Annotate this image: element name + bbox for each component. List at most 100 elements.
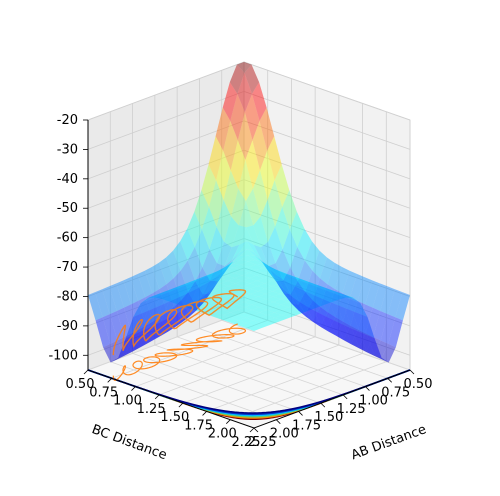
surface-patch	[167, 322, 182, 331]
surface-patch	[198, 283, 214, 289]
surface-patch	[302, 294, 317, 300]
surface-patch	[233, 259, 249, 265]
surface-patch	[343, 339, 359, 349]
surface-patch	[260, 199, 276, 242]
surface-patch	[170, 294, 186, 300]
surface-patch	[173, 241, 188, 271]
surface-patch	[194, 229, 210, 268]
surface-patch	[196, 280, 212, 302]
surface-patch	[295, 296, 310, 302]
surface-patch	[229, 64, 245, 94]
surface-patch	[175, 283, 191, 299]
surface-patch	[144, 267, 160, 294]
surface-patch	[302, 299, 318, 305]
surface-patch	[314, 310, 329, 332]
x-tick-mark	[409, 369, 415, 375]
surface-patch	[321, 327, 336, 336]
surface-patch	[173, 270, 189, 301]
surface-patch	[372, 283, 388, 311]
surface-patch	[330, 289, 346, 298]
surface-patch	[281, 301, 296, 308]
surface-patch	[170, 289, 185, 295]
surface-patch	[331, 292, 346, 296]
surface-patch	[160, 327, 175, 336]
surface-patch	[300, 281, 316, 285]
surface-patch	[184, 284, 199, 289]
surface-patch	[273, 294, 288, 300]
surface-patch	[297, 228, 312, 261]
surface-patch	[374, 354, 389, 363]
surface-patch	[298, 310, 314, 321]
surface-patch	[230, 93, 245, 141]
surface-patch	[336, 335, 351, 345]
surface-patch	[161, 289, 177, 306]
surface-patch	[166, 278, 182, 307]
x-tick-mark	[342, 394, 348, 400]
surface-patch	[201, 164, 217, 207]
surface-patch	[191, 286, 207, 292]
surface-patch	[218, 261, 233, 276]
surface-patch	[366, 336, 381, 356]
surface-patch	[245, 315, 261, 321]
grid-line	[221, 319, 388, 379]
surface-patch	[204, 270, 219, 285]
surface-patch	[209, 263, 225, 282]
surface-patch	[387, 289, 403, 318]
surface-patch	[231, 320, 246, 326]
surface-patch	[296, 307, 311, 313]
surface-patch	[290, 281, 306, 305]
z-tick-label: -50	[57, 201, 78, 216]
surface-patch	[233, 255, 248, 262]
x-axis-label: AB Distance	[349, 422, 428, 463]
x-tick-label: 1.25	[337, 402, 366, 417]
surface-patch	[256, 272, 272, 279]
surface-patch	[310, 301, 325, 308]
y-tick-label: 0.75	[89, 385, 118, 400]
grid-line	[182, 344, 339, 404]
surface-patch	[137, 270, 153, 298]
surface-patch	[180, 228, 195, 261]
surface-patch	[102, 286, 117, 315]
surface-patch	[132, 311, 148, 336]
surface-patch	[219, 267, 234, 271]
surface-patch	[124, 333, 139, 352]
surface-patch	[212, 270, 227, 274]
surface-patch	[335, 321, 351, 340]
surface-patch	[95, 317, 111, 348]
surface-patch	[248, 264, 264, 271]
surface-patch	[178, 296, 193, 302]
surface-patch	[395, 292, 410, 321]
surface-patch	[260, 241, 276, 266]
surface-patch	[102, 314, 118, 344]
z-tick-label: -90	[57, 319, 78, 334]
surface-patch	[345, 295, 361, 304]
surface-patch	[228, 283, 243, 289]
surface-patch	[257, 278, 272, 284]
surface-patch	[241, 272, 257, 279]
surface-patch	[290, 246, 305, 282]
surface-patch	[253, 244, 269, 266]
surface-patch	[358, 333, 374, 352]
surface-patch	[317, 299, 332, 305]
surface-patch	[320, 284, 335, 313]
surface-patch	[308, 284, 324, 288]
surface-patch	[202, 280, 218, 295]
x-tick-label: 2.25	[248, 435, 277, 450]
surface-patch	[301, 284, 316, 289]
surface-patch	[263, 270, 279, 276]
surface-patch	[273, 304, 289, 310]
grid-line	[87, 120, 411, 180]
surface-patch	[308, 287, 324, 292]
surface-patch	[252, 307, 267, 313]
surface-patch	[273, 299, 289, 305]
surface-patch	[158, 257, 174, 285]
surface-patch	[335, 267, 350, 294]
surface-patch	[187, 246, 203, 282]
surface-patch	[358, 304, 373, 334]
surface-patch	[238, 312, 253, 318]
surface-patch	[140, 295, 156, 304]
x-tick-label: 2.00	[270, 427, 299, 442]
surface-patch	[245, 188, 261, 226]
surface-patch	[271, 278, 287, 284]
surface-patch	[351, 343, 367, 352]
